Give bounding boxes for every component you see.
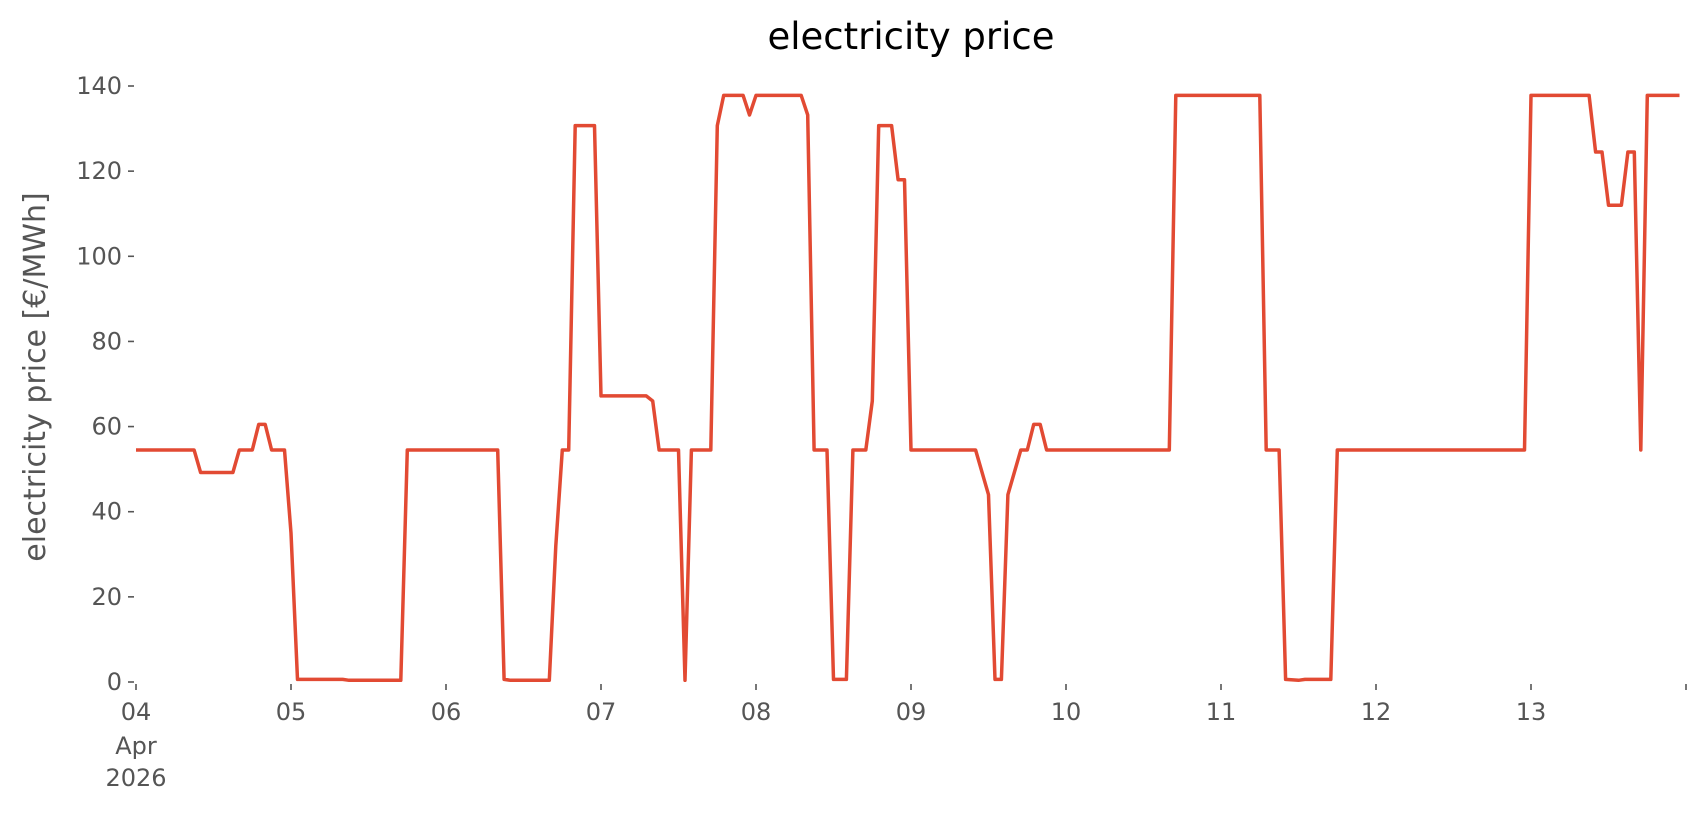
- x-tick-sublabel: 2026: [105, 764, 166, 792]
- x-tick-label: 09: [896, 698, 927, 726]
- y-tick-label: 0: [107, 668, 122, 696]
- x-tick-label: 11: [1206, 698, 1237, 726]
- y-tick-label: 20: [91, 583, 122, 611]
- y-tick-label: 40: [91, 498, 122, 526]
- x-tick-sublabel: Apr: [115, 732, 157, 760]
- plot-area: [136, 93, 1680, 683]
- x-tick-label: 12: [1361, 698, 1392, 726]
- x-tick-label: 04: [121, 698, 152, 726]
- y-axis-label: electricity price [€/MWh]: [18, 192, 53, 561]
- y-tick-label: 100: [76, 242, 122, 270]
- y-tick-label: 120: [76, 157, 122, 185]
- x-tick-label: 10: [1051, 698, 1082, 726]
- x-axis: 04 Apr 2026 05 06 07 08 09 10 11 12 13: [105, 684, 1687, 792]
- x-tick-label: 07: [586, 698, 617, 726]
- x-tick-label: 05: [276, 698, 307, 726]
- y-tick-label: 140: [76, 72, 122, 100]
- x-tick-label: 06: [431, 698, 462, 726]
- chart-title: electricity price: [767, 15, 1054, 58]
- series-line: [136, 93, 1680, 683]
- y-tick-label: 60: [91, 413, 122, 441]
- x-tick-label: 13: [1516, 698, 1547, 726]
- x-tick-label: 08: [741, 698, 772, 726]
- y-axis: 0 20 40 60 80 100 120 140: [76, 72, 134, 696]
- y-tick-label: 80: [91, 327, 122, 355]
